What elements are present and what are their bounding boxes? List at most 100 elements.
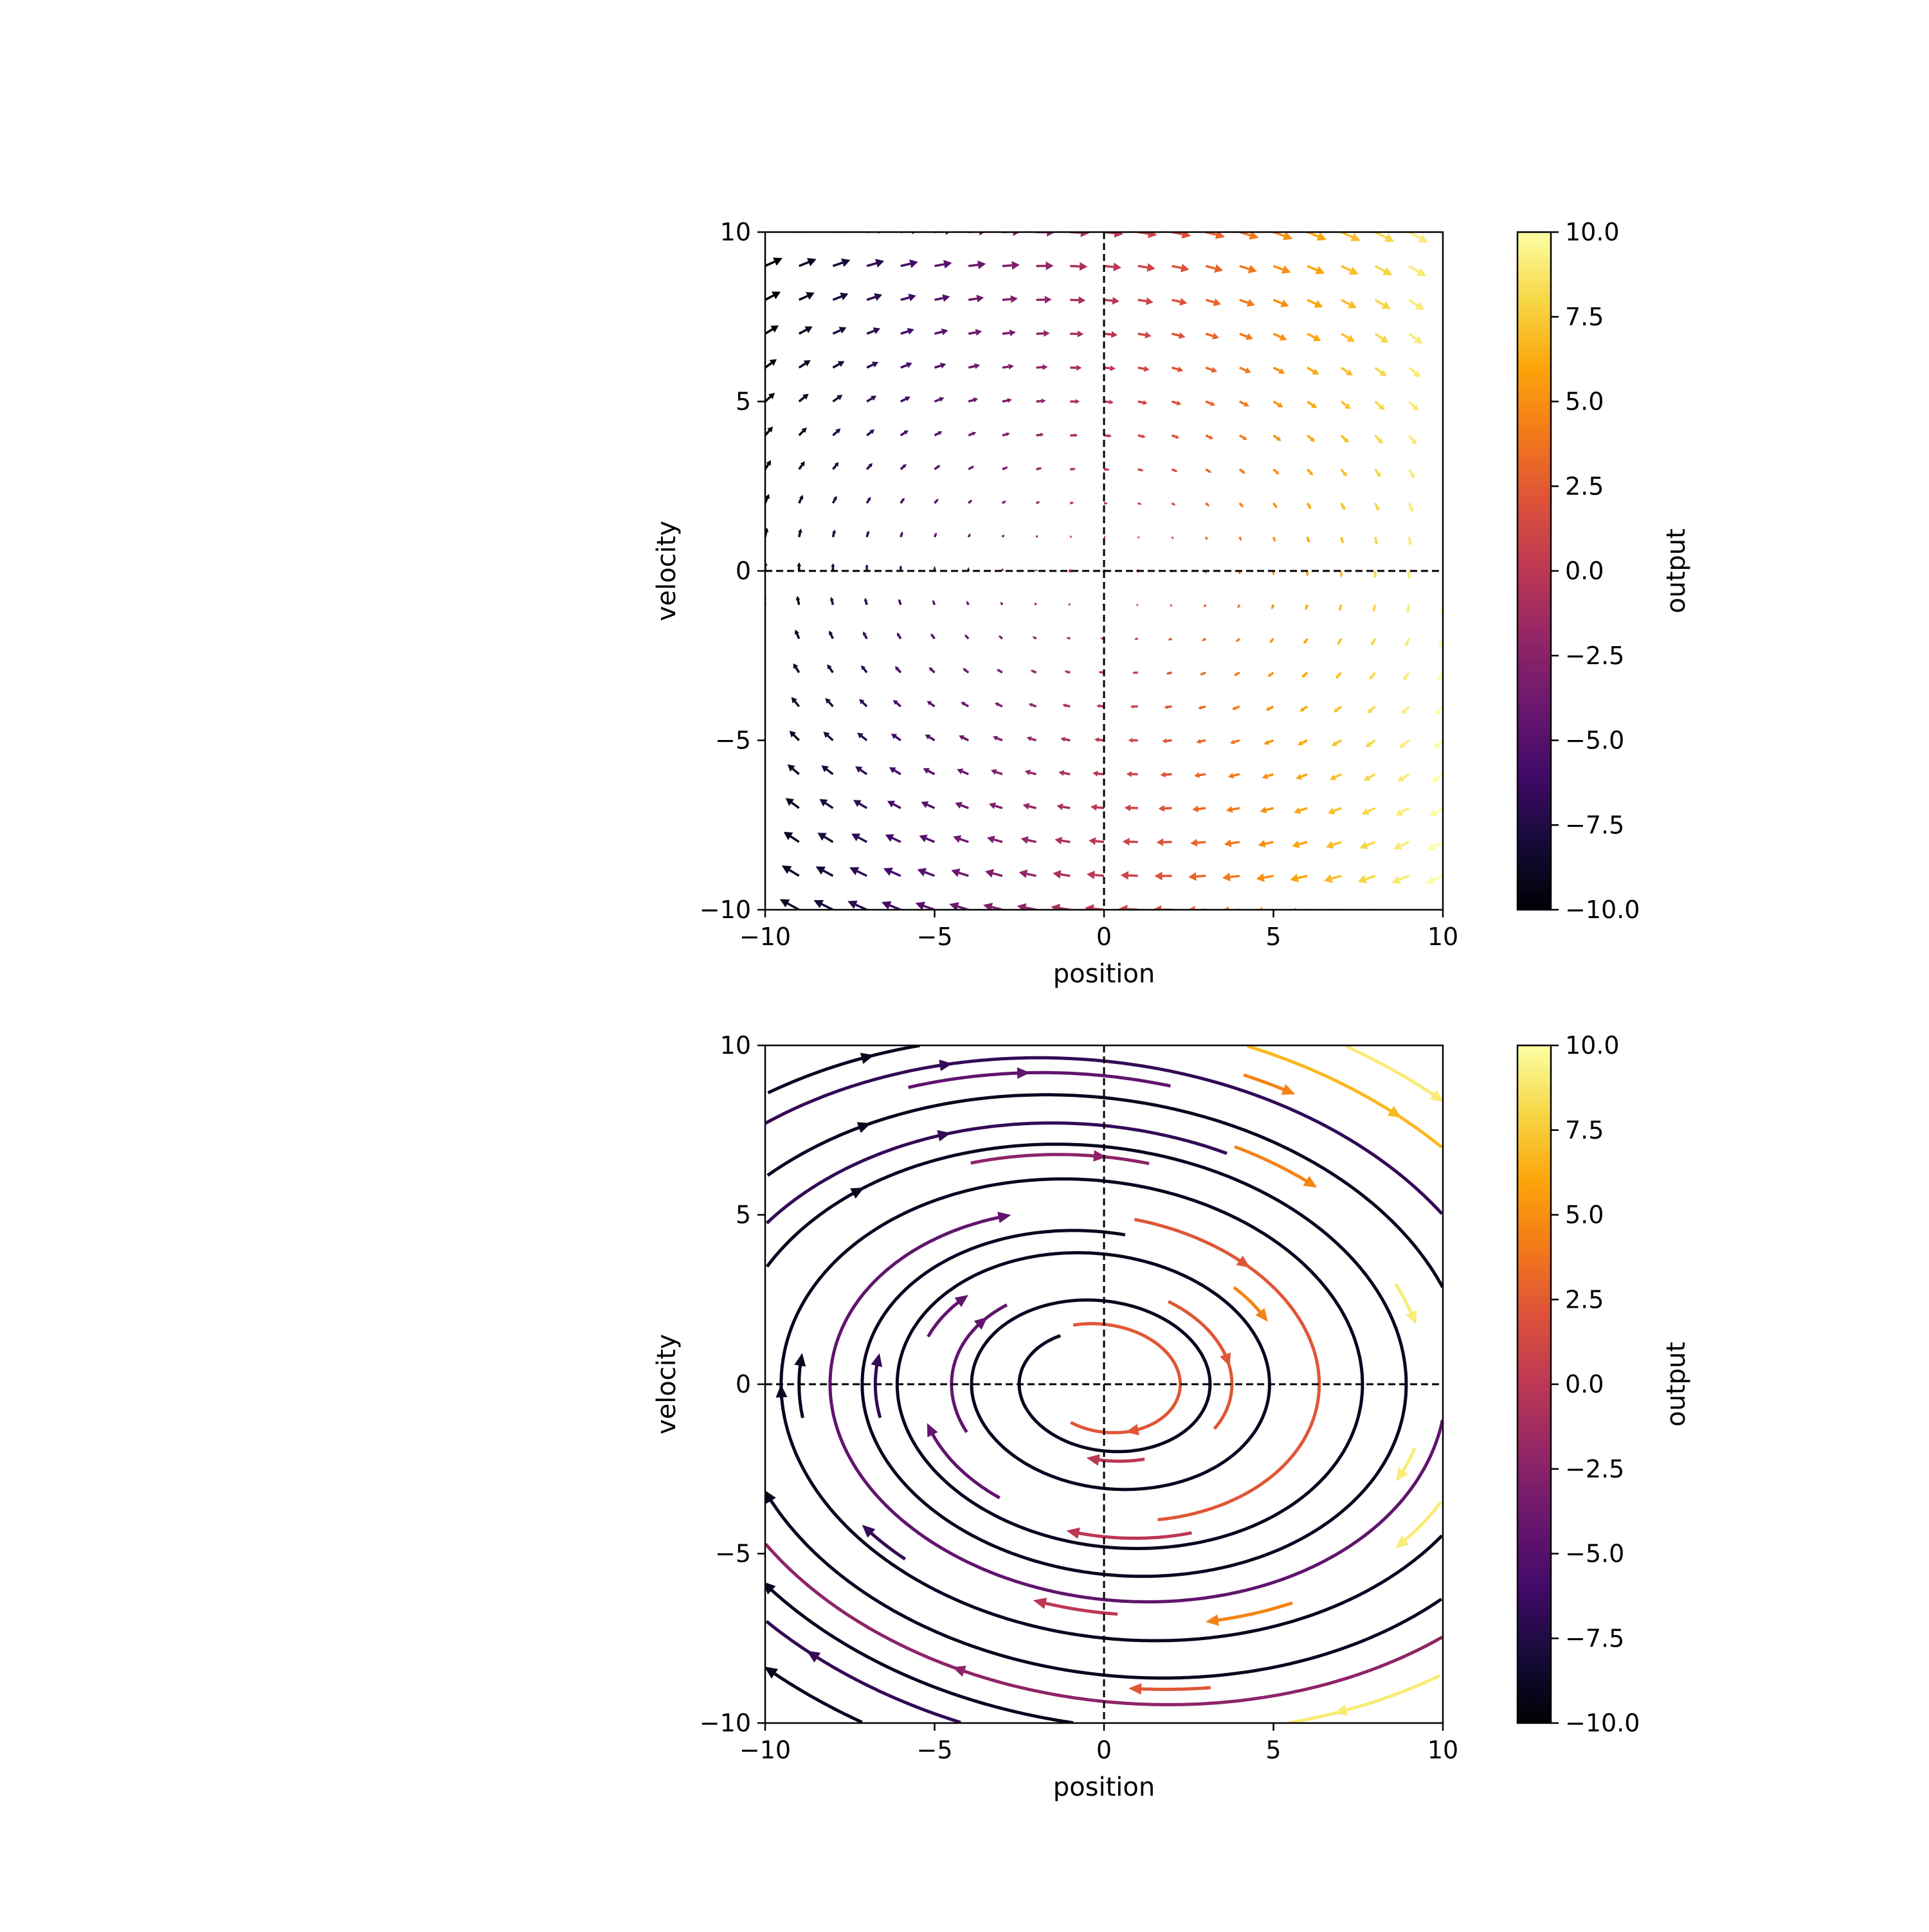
quiver-arrow	[1362, 808, 1375, 815]
quiver-arrow	[867, 396, 876, 402]
quiver-arrow	[1068, 604, 1070, 605]
x-tick-label: −10	[739, 923, 791, 951]
quiver-arrow	[1136, 605, 1138, 606]
quiver-arrow	[1240, 368, 1251, 374]
quiver-arrow	[792, 697, 799, 707]
x-tick-label: 10	[1427, 923, 1458, 951]
quiver-arrow	[968, 294, 984, 302]
quiver-arrow	[1035, 602, 1037, 604]
quiver-arrow	[867, 497, 871, 503]
quiver-arrow	[968, 397, 978, 402]
quiver-arrow	[780, 899, 799, 910]
quiver-arrow	[1395, 808, 1409, 816]
streamline	[830, 1212, 1442, 1602]
quiver-arrow	[849, 867, 867, 876]
quiver-arrow	[1037, 536, 1038, 537]
quiver-arrow	[916, 902, 935, 910]
quiver-arrow	[963, 668, 968, 673]
quiver-arrow	[1196, 739, 1206, 744]
streamline-arrow	[952, 1666, 966, 1677]
quiver-arrow	[1337, 638, 1341, 645]
quiver-arrow	[1104, 365, 1116, 371]
quiver-arrow	[1222, 872, 1240, 881]
quiver-arrow	[1358, 875, 1375, 883]
quiver-arrow	[1228, 773, 1240, 779]
quiver-arrow	[1240, 333, 1253, 340]
quiver-arrow	[1366, 741, 1375, 748]
quiver-arrow	[799, 394, 809, 402]
quiver-arrow	[1037, 330, 1050, 337]
quiver-arrow	[1002, 398, 1012, 403]
quiver-arrow	[1341, 232, 1361, 241]
quiver-arrow	[935, 329, 948, 336]
streamline-arrow	[1066, 1528, 1080, 1539]
streamline-arrow	[764, 1666, 778, 1679]
quiver-arrow	[955, 802, 968, 809]
quiver-arrow	[1240, 299, 1255, 307]
quiver-arrow	[1094, 737, 1104, 743]
quiver-arrow	[1301, 673, 1307, 678]
quiver-arrow	[1060, 737, 1070, 742]
quiver-arrow	[1002, 364, 1014, 370]
streamline	[971, 1150, 1149, 1164]
streamline-arrow	[1430, 1090, 1444, 1102]
quiver-arrow	[1234, 673, 1240, 676]
quiver-arrow	[1238, 605, 1240, 609]
quiver-arrow	[1031, 670, 1037, 673]
colorbar-gradient	[1517, 1045, 1551, 1723]
quiver-arrow	[1002, 330, 1016, 337]
y-tick-label: −5	[715, 727, 751, 755]
quiver-arrow	[1002, 501, 1006, 503]
colorbar-tick-label: −7.5	[1565, 811, 1624, 839]
quiver-arrow	[1368, 707, 1375, 714]
quiver-arrow	[1307, 334, 1321, 341]
quiver-arrow	[1220, 907, 1240, 916]
quiver-arrow	[964, 635, 968, 639]
quiver-arrow	[817, 833, 833, 842]
quiver-arrow	[1375, 469, 1381, 478]
quiver-arrow	[929, 667, 935, 673]
quiver-arrow	[867, 362, 878, 368]
x-tick-label: 5	[1265, 923, 1281, 951]
quiver-arrow	[865, 564, 868, 572]
quiver-arrow	[1330, 774, 1341, 780]
streamline-arrow	[937, 1130, 950, 1142]
quiver-arrow	[1070, 536, 1072, 537]
quiver-arrow	[1258, 840, 1274, 847]
quiver-arrow	[1307, 300, 1323, 307]
quiver-arrow	[1300, 707, 1307, 712]
quiver-arrow	[1154, 872, 1172, 881]
quiver-arrow	[1001, 602, 1002, 605]
quiver-arrow	[1206, 298, 1221, 306]
quiver-arrow	[1138, 230, 1157, 239]
quiver-arrow	[1192, 806, 1206, 813]
quiver-arrow	[1443, 368, 1454, 379]
quiver-arrow	[1002, 432, 1010, 436]
colorbar-label: output	[1662, 1342, 1691, 1427]
quiver-arrow	[1104, 434, 1112, 438]
colorbar-tick-label: 2.5	[1565, 1285, 1604, 1314]
quiver-arrow	[1240, 537, 1242, 541]
quiver-arrow	[1409, 469, 1415, 478]
quiver-arrow	[847, 901, 867, 910]
quiver-arrow	[1270, 638, 1274, 643]
quiver-arrow	[1264, 740, 1274, 745]
quiver-arrow	[1002, 467, 1008, 470]
streamline	[1071, 1324, 1180, 1436]
quiver-arrow	[750, 831, 765, 842]
quiver-arrow	[1138, 469, 1144, 472]
quiver-arrow	[790, 731, 799, 741]
quiver-arrow	[1372, 605, 1376, 613]
quiver-arrow	[1029, 703, 1037, 707]
quiver-arrow	[1240, 265, 1257, 273]
quiver-arrow	[1138, 435, 1146, 438]
streamline	[1168, 1301, 1232, 1429]
x-tick-label: −10	[739, 1736, 791, 1764]
quiver-arrow	[887, 801, 901, 808]
quiver-arrow	[1296, 774, 1307, 780]
quiver-arrow	[1341, 503, 1345, 510]
quiver-arrow	[756, 730, 765, 741]
quiver-arrow	[1341, 266, 1359, 275]
quiver-arrow	[1256, 873, 1274, 882]
y-tick-label: −10	[700, 896, 751, 924]
